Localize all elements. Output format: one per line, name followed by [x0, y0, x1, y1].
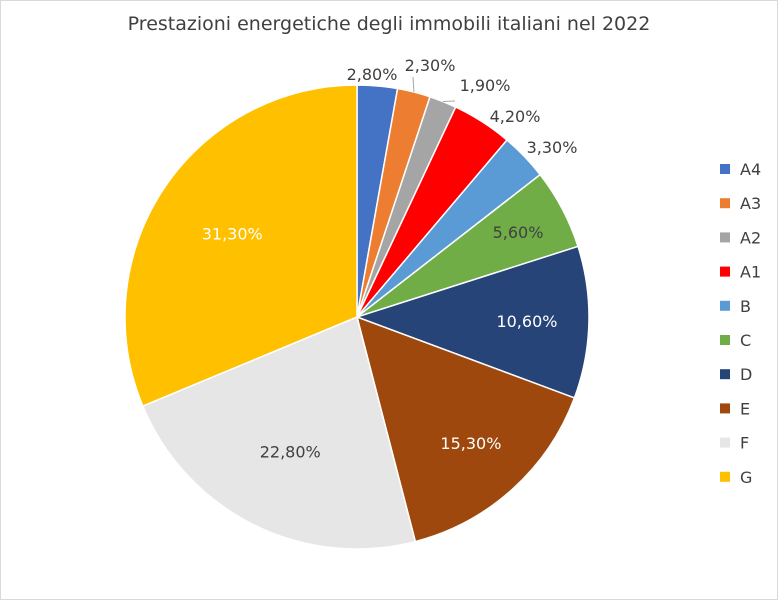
legend-label-f: F [740, 434, 749, 453]
legend-label-a1: A1 [740, 263, 761, 282]
legend-label-a2: A2 [740, 228, 761, 247]
data-label-g: 31,30% [202, 225, 263, 244]
legend-label-e: E [740, 399, 750, 418]
data-label-b: 3,30% [527, 138, 578, 157]
legend-label-b: B [740, 297, 751, 316]
pie-slice-g [124, 84, 358, 408]
pie-slice-d [354, 245, 590, 399]
legend-swatch-a3 [720, 198, 730, 209]
leader-line-a2 [442, 100, 456, 103]
leader-line-a3 [412, 76, 415, 93]
legend-label-a3: A3 [740, 194, 761, 213]
data-label-a3: 2,30% [405, 56, 456, 75]
legend-swatch-d [720, 369, 730, 380]
legend-label-d: D [740, 365, 752, 384]
data-label-a2: 1,90% [460, 76, 511, 95]
data-label-a1: 4,20% [490, 107, 541, 126]
legend-swatch-e [720, 403, 730, 414]
legend-swatch-c [720, 335, 730, 345]
legend-swatch-a4 [720, 164, 730, 174]
data-label-e: 15,30% [440, 434, 501, 453]
legend-swatch-f [720, 437, 730, 448]
legend-label-g: G [740, 468, 752, 487]
legend-label-c: C [740, 331, 751, 350]
pie-slice-f [141, 315, 417, 550]
legend-swatch-a2 [720, 232, 730, 243]
data-label-a4: 2,80% [347, 65, 398, 84]
pie-slice-e [355, 315, 576, 543]
data-label-c: 5,60% [493, 223, 544, 242]
legend-swatch-g [720, 471, 730, 482]
data-label-d: 10,60% [496, 312, 557, 331]
data-label-f: 22,80% [260, 442, 321, 461]
legend-label-a4: A4 [740, 160, 761, 179]
chart-title: Prestazioni energetiche degli immobili i… [127, 13, 651, 35]
legend-swatch-b [720, 300, 730, 311]
legend-swatch-a1 [720, 266, 730, 277]
